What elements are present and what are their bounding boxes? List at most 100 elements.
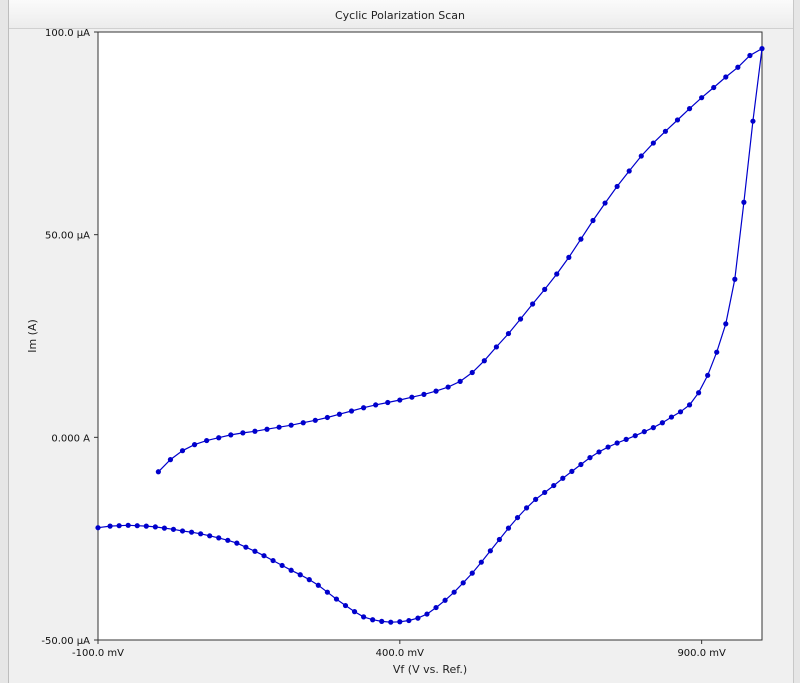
data-point	[705, 372, 711, 378]
data-point	[505, 330, 512, 337]
data-point	[587, 455, 593, 461]
data-point	[397, 619, 403, 625]
data-point	[348, 408, 355, 414]
data-point	[379, 618, 385, 624]
y-tick-label: -50.00 µA	[41, 636, 90, 647]
data-point	[542, 489, 548, 496]
data-point	[351, 609, 358, 615]
data-point	[699, 95, 705, 101]
data-point	[632, 433, 638, 439]
data-point	[333, 596, 340, 602]
data-point	[505, 525, 512, 531]
data-point	[264, 426, 270, 432]
y-tick-label: 50.00 µA	[45, 231, 90, 242]
data-point	[324, 589, 330, 595]
data-point	[614, 440, 620, 446]
data-point	[551, 482, 557, 489]
data-point	[152, 524, 158, 530]
data-point	[569, 468, 575, 474]
data-point	[493, 344, 499, 350]
data-point	[252, 548, 258, 554]
data-point	[225, 537, 231, 543]
series-layer	[95, 46, 765, 625]
data-point	[234, 540, 240, 546]
data-point	[179, 528, 186, 534]
data-point	[306, 577, 312, 583]
data-point	[421, 391, 427, 397]
data-point	[451, 589, 457, 595]
data-point	[578, 461, 584, 468]
data-point	[623, 436, 629, 442]
plot-area	[97, 31, 763, 641]
data-point	[385, 399, 391, 406]
data-point	[342, 602, 349, 609]
data-point	[662, 128, 669, 134]
data-point	[596, 449, 602, 455]
data-point	[469, 369, 475, 376]
data-point	[469, 570, 475, 576]
data-point	[155, 469, 161, 475]
data-point	[460, 580, 466, 586]
data-point	[409, 394, 415, 400]
data-point	[433, 388, 439, 394]
data-point	[626, 168, 632, 174]
data-point	[714, 349, 720, 355]
y-ticks: 100.0 µA 50.00 µA 0.000 A -50.00 µA	[41, 28, 98, 647]
right-panel-edge	[793, 0, 800, 683]
data-point	[397, 397, 403, 403]
data-point	[750, 118, 756, 124]
data-point	[388, 619, 394, 625]
data-point	[686, 402, 693, 408]
data-point	[198, 531, 204, 537]
data-point	[659, 420, 666, 426]
data-point	[116, 523, 122, 529]
data-point	[312, 417, 318, 423]
x-axis-label: Vf (V vs. Ref.)	[393, 663, 467, 676]
data-point	[487, 548, 493, 554]
data-point	[566, 254, 572, 260]
data-point	[517, 316, 524, 322]
data-point	[167, 457, 174, 463]
data-point	[216, 435, 222, 441]
data-point	[641, 429, 647, 435]
data-point	[134, 523, 140, 529]
y-tick-label: 100.0 µA	[45, 28, 90, 39]
data-point	[336, 411, 343, 417]
data-point	[370, 617, 376, 623]
data-point	[735, 64, 741, 70]
data-point	[542, 286, 548, 292]
data-point	[514, 514, 521, 521]
data-point	[179, 448, 186, 454]
data-point	[261, 553, 267, 559]
data-point	[650, 425, 656, 431]
data-point	[324, 414, 330, 421]
data-point	[170, 526, 177, 532]
data-point	[590, 217, 596, 224]
data-point	[674, 117, 681, 123]
data-point	[424, 611, 430, 617]
data-point	[228, 432, 234, 438]
data-point	[638, 153, 644, 159]
left-panel-edge	[0, 0, 9, 683]
data-point	[297, 572, 303, 578]
chart-title: Cyclic Polarization Scan	[334, 9, 466, 22]
data-point	[95, 525, 101, 531]
data-point	[243, 544, 249, 550]
data-point	[602, 200, 608, 206]
data-point	[481, 358, 487, 364]
data-point	[578, 236, 584, 242]
data-point	[741, 199, 747, 205]
y-tick-label: 0.000 A	[51, 433, 90, 444]
data-point	[373, 402, 379, 408]
x-tick-label: -100.0 mV	[72, 648, 124, 659]
title-bar	[0, 0, 800, 29]
data-point	[276, 424, 282, 430]
data-point	[605, 444, 611, 450]
data-point	[677, 409, 684, 415]
data-point	[747, 52, 753, 59]
data-point	[315, 582, 321, 588]
data-point	[433, 604, 439, 611]
data-point	[530, 301, 536, 307]
data-point	[188, 529, 195, 535]
